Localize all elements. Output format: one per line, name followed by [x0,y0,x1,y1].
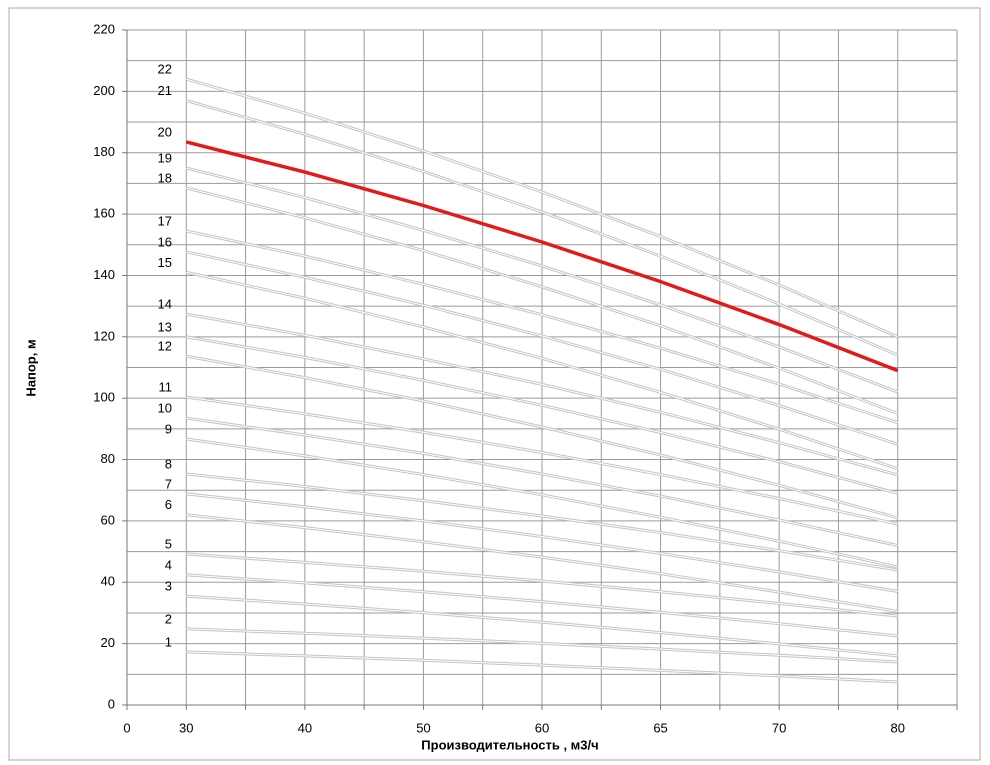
series-label: 7 [165,476,172,491]
series-line-inner [186,595,898,657]
series-label: 16 [158,234,172,249]
series-line-inner [186,167,898,393]
series-label: 5 [165,536,172,551]
y-tick-label: 180 [93,144,115,159]
series-label: 4 [165,557,172,572]
series-label: 10 [158,401,172,416]
series-label: 17 [158,213,172,228]
x-tick-label: 0 [123,720,130,735]
series-line-inner [186,651,898,683]
series-label: 6 [165,497,172,512]
series-label: 19 [158,151,172,166]
series-line-inner [186,271,898,470]
series-label: 2 [165,611,172,626]
x-tick-label: 70 [772,720,786,735]
series-line [185,140,899,373]
x-tick-label: 60 [535,720,549,735]
series-label: 18 [158,170,172,185]
y-tick-label: 40 [101,574,115,589]
y-axis-title: Напор, м [23,339,38,396]
series-label: 21 [158,83,172,98]
series-line-inner [186,78,898,338]
y-tick-label: 60 [101,512,115,527]
series-line-inner [186,187,898,414]
series-label: 9 [165,421,172,436]
series-line-inner [186,628,898,663]
series-line-inner [186,100,898,356]
series-label: 13 [158,319,172,334]
series-line-inner [186,313,898,476]
y-tick-label: 0 [108,696,115,711]
x-axis-title: Производительность , м3/ч [421,737,598,752]
x-tick-label: 80 [890,720,904,735]
y-tick-label: 20 [101,635,115,650]
series-label: 12 [158,339,172,354]
series-line-inner [186,417,898,546]
series-line-inner [186,396,898,525]
series-line-inner [186,438,898,568]
chart-frame [8,7,981,761]
series-line-inner [186,514,898,612]
series-label: 14 [158,297,172,312]
series-label: 22 [158,62,172,77]
x-tick-label: 50 [416,720,430,735]
series-line-inner [186,574,898,637]
series-line-inner [186,553,898,617]
series-label: 1 [165,634,172,649]
series-line-inner [186,336,898,494]
y-tick-label: 140 [93,267,115,282]
y-tick-label: 80 [101,451,115,466]
series-line-inner [186,251,898,445]
series-line-inner [186,355,898,519]
x-tick-label: 65 [653,720,667,735]
y-tick-label: 120 [93,328,115,343]
series-label: 8 [165,456,172,471]
y-tick-label: 220 [93,21,115,36]
series-label: 20 [158,124,172,139]
series-label: 11 [159,379,173,394]
series-label: 3 [165,579,172,594]
series-line-inner [186,473,898,571]
x-tick-label: 40 [298,720,312,735]
y-tick-label: 200 [93,83,115,98]
series-line-inner [186,230,898,424]
x-tick-label: 30 [179,720,193,735]
y-tick-label: 100 [93,390,115,405]
series-label: 15 [158,255,172,270]
series-line-inner [186,493,898,592]
y-tick-label: 160 [93,206,115,221]
